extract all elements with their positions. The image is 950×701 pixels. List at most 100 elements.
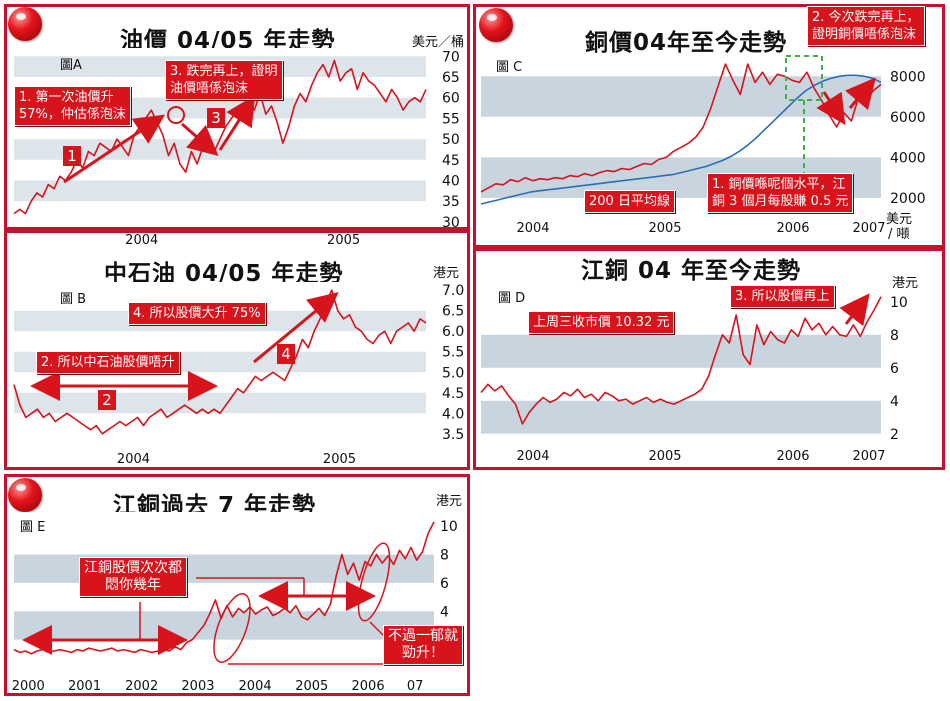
y-tick-label-b: 4.0 [442,406,464,422]
red-ball-icon [8,478,42,512]
unit-label-c-2: / 噸 [888,227,910,242]
annotation-a-1: 1. 第一次油價升 57%，仲估係泡沫 [14,86,131,126]
annotation-c-1-line1: 1. 銅價喺呢個水平，江 [712,177,846,192]
y-tick-label-b: 5.5 [442,345,464,361]
copper-arrow-up [845,77,876,111]
annotation-c-2: 2. 今次跌完再上， 證明銅價唔係泡沫 [807,6,925,46]
peak-circle [167,106,185,124]
unit-label-a: 美元／桶 [412,35,465,50]
annotation-a-1-line1: 1. 第一次油價升 [19,90,114,105]
annotation-a-3-line1: 3. 跌完再上，證明 [170,64,278,79]
y-tick-label-b: 7.0 [442,283,464,299]
annotation-a-1-line2: 57%，仲估係泡沫 [19,107,126,122]
y-tick-label-a: 65 [442,70,460,86]
annotation-d-close-price: 上周三收市價 10.32 元 [528,311,675,334]
step-marker-2: 2 [98,390,116,410]
y-tick-label-a: 70 [442,49,460,65]
copper-arrow-down [816,91,846,126]
y-tick-label-a: 30 [442,215,460,231]
grid-band-c [481,76,881,117]
callout-line-e5 [369,621,385,637]
highlight-box [785,55,823,101]
price-line-c [480,63,882,193]
x-tick-label-c: 2007 [852,221,885,236]
y-tick-label-a: 60 [442,91,460,107]
step-marker-1: 1 [63,146,81,166]
y-tick-label-d: 4 [890,394,899,410]
grid-band-d [481,400,881,434]
grid-band-e [14,611,434,640]
x-tick-label-e: 2000 [12,679,45,694]
figure-label-e: 圖 E [20,520,46,535]
grid-band-b [14,392,426,414]
figure-label-c: 圖 C [496,60,523,75]
chart-title-d: 江銅 04 年至今走勢 [581,258,802,284]
annotation-c-1: 1. 銅價喺呢個水平，江 銅 3 個月每股賺 0.5 元 [707,173,854,213]
figure-label-b: 圖 B [60,292,87,307]
x-tick-label-d: 2007 [852,449,885,464]
y-tick-label-b: 6.0 [442,324,464,340]
annotation-e-boring-line2: 悶你幾年 [105,577,161,593]
y-tick-label-a: 55 [442,111,460,127]
y-tick-label-e: 6 [440,576,449,592]
x-tick-label-e: 2002 [125,679,158,694]
unit-label-d: 港元 [892,276,919,291]
x-tick-label-c: 2006 [776,221,809,236]
annotation-d-3: 3. 所以股價再上 [730,285,835,308]
y-tick-label-b: 3.5 [442,427,464,443]
y-tick-label-b: 4.5 [442,386,464,402]
grid-band-d [481,334,881,368]
x-tick-label-b: 2005 [323,452,356,467]
annotation-a-3-line2: 油價唔係泡沫 [170,81,249,96]
x-tick-label-e: 07 [407,679,424,694]
step-marker-3: 3 [207,108,225,128]
y-tick-label-d: 6 [890,361,899,377]
x-tick-label-e: 2005 [295,679,328,694]
figure-label-d: 圖 D [498,291,526,306]
x-tick-label-e: 2004 [239,679,272,694]
annotation-e-surge: 不過一郁就 勁升！ [383,625,463,665]
annotation-e-surge-line1: 不過一郁就 [388,628,458,644]
unit-label-c-1: 美元 [886,212,913,227]
annotation-e-surge-line2: 勁升！ [402,645,444,661]
y-tick-label-c: 8000 [890,69,926,85]
x-tick-label-a: 2005 [327,233,360,248]
y-tick-label-e: 10 [440,519,458,535]
x-tick-label-a: 2004 [125,233,158,248]
annotation-c-1-line2: 銅 3 個月每股賺 0.5 元 [712,194,849,209]
annotation-b-4: 4. 所以股價大升 75% [128,302,266,325]
figure-label-a: 圖A [60,58,82,73]
y-tick-label-d: 2 [890,427,899,443]
trend-arrow-4 [253,292,339,364]
jiangxi-arrow-up [839,293,870,327]
x-tick-label-c: 2004 [516,221,549,236]
unit-label-e: 港元 [436,494,463,509]
x-tick-label-d: 2005 [648,449,681,464]
plot-area-e [14,512,434,668]
annotation-a-3: 3. 跌完再上，證明 油價唔係泡沫 [165,60,283,100]
y-tick-label-a: 35 [442,194,460,210]
x-tick-label-d: 2004 [516,449,549,464]
x-tick-label-b: 2004 [117,452,150,467]
x-tick-label-c: 2005 [648,221,681,236]
y-tick-label-e: 8 [440,548,449,564]
annotation-e-boring: 江銅股價次次都 悶你幾年 [79,557,187,597]
chart-title-c: 銅價04年至今走勢 [585,30,788,56]
y-tick-label-c: 2000 [890,191,926,207]
price-line-d [480,296,882,425]
surge-ellipse-2 [357,542,391,622]
grid-band-a [14,180,426,202]
annotation-c-2-line2: 證明銅價唔係泡沫 [812,27,917,42]
x-tick-label-d: 2006 [776,449,809,464]
trend-arrow-1 [63,114,165,184]
x-tick-label-e: 2003 [181,679,214,694]
x-tick-label-e: 2006 [352,679,385,694]
red-ball-icon [479,8,513,42]
step-marker-4: 4 [277,344,295,364]
y-tick-label-a: 40 [442,173,460,189]
x-tick-label-e: 2001 [68,679,101,694]
y-tick-label-c: 4000 [890,150,926,166]
trend-arrow-3 [218,94,256,151]
annotation-c-2-line1: 2. 今次跌完再上， [812,10,920,25]
